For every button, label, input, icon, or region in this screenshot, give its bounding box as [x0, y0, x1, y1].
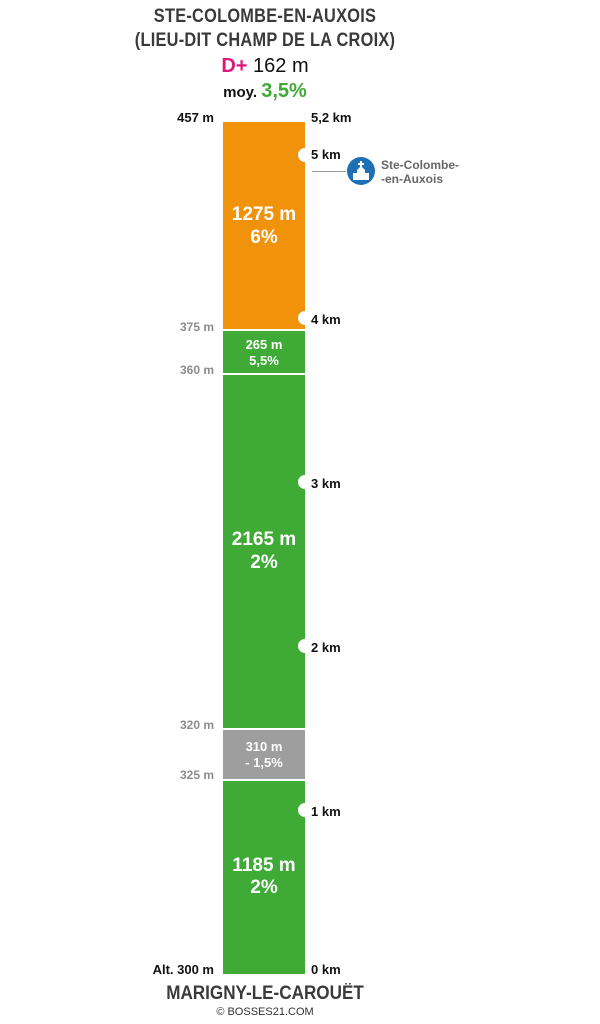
altitude-bottom: Alt. 300 m: [152, 962, 214, 977]
km-4: 4 km: [311, 312, 341, 327]
altitude-top: 457 m: [177, 110, 214, 125]
km-notch: [298, 475, 312, 489]
poi-label: Ste-Colombe- -en-Auxois: [381, 158, 459, 186]
church-icon: [347, 157, 375, 185]
km-notch: [298, 148, 312, 162]
elevation-gain: D+ 162 m: [0, 55, 530, 78]
poi-connector: [312, 171, 346, 172]
segment-grade: 2%: [250, 877, 278, 898]
segment-grade: 2%: [250, 551, 278, 573]
altitude-360: 360 m: [179, 363, 214, 377]
avg-label: moy.: [223, 84, 258, 101]
km-notch: [298, 803, 312, 817]
km-1: 1 km: [311, 804, 341, 819]
altitude-325: 325 m: [179, 768, 214, 782]
segment-divider: [223, 373, 305, 375]
segment-divider: [223, 329, 305, 331]
climb-title: STE-COLOMBE-EN-AUXOIS: [153, 6, 377, 27]
dplus-value: 162 m: [253, 55, 309, 77]
segment-4: 265 m 5,5%: [223, 331, 305, 374]
segment-5: 1275 m 6%: [223, 122, 305, 331]
km-0: 0 km: [311, 962, 341, 977]
poi-label-line2: -en-Auxois: [381, 172, 444, 186]
segment-grade: 5,5%: [249, 352, 279, 368]
km-notch: [298, 311, 312, 325]
segment-length: 2165 m: [231, 529, 297, 551]
climb-subtitle: (LIEU-DIT CHAMP DE LA CROIX): [134, 30, 396, 51]
dplus-label: D+: [221, 55, 248, 77]
segment-divider: [223, 779, 305, 781]
altitude-375: 375 m: [179, 320, 214, 334]
segment-length: 310 m: [245, 739, 283, 755]
km-notch: [298, 639, 312, 653]
segment-length: 1185 m: [232, 854, 296, 876]
credit: © BOSSES21.COM: [216, 1006, 314, 1018]
segment-length: 1275 m: [231, 204, 297, 226]
segment-grade: - 1,5%: [245, 754, 283, 770]
altitude-320: 320 m: [179, 718, 214, 732]
km-3: 3 km: [311, 476, 341, 491]
segment-1: 1185 m 2%: [223, 780, 305, 974]
km-5: 5 km: [311, 147, 341, 162]
avg-value: 3,5%: [261, 80, 307, 102]
segment-grade: 6%: [250, 226, 278, 248]
segment-2: 310 m - 1,5%: [223, 729, 305, 780]
segment-divider: [223, 728, 305, 730]
km-2: 2 km: [311, 640, 341, 655]
km-total: 5,2 km: [311, 110, 352, 125]
segment-3: 2165 m 2%: [223, 374, 305, 729]
segment-length: 265 m: [245, 337, 283, 353]
poi-label-line1: Ste-Colombe-: [381, 158, 459, 172]
start-location: MARIGNY-LE-CAROUËT: [166, 983, 364, 1004]
average-grade: moy. 3,5%: [0, 80, 530, 103]
